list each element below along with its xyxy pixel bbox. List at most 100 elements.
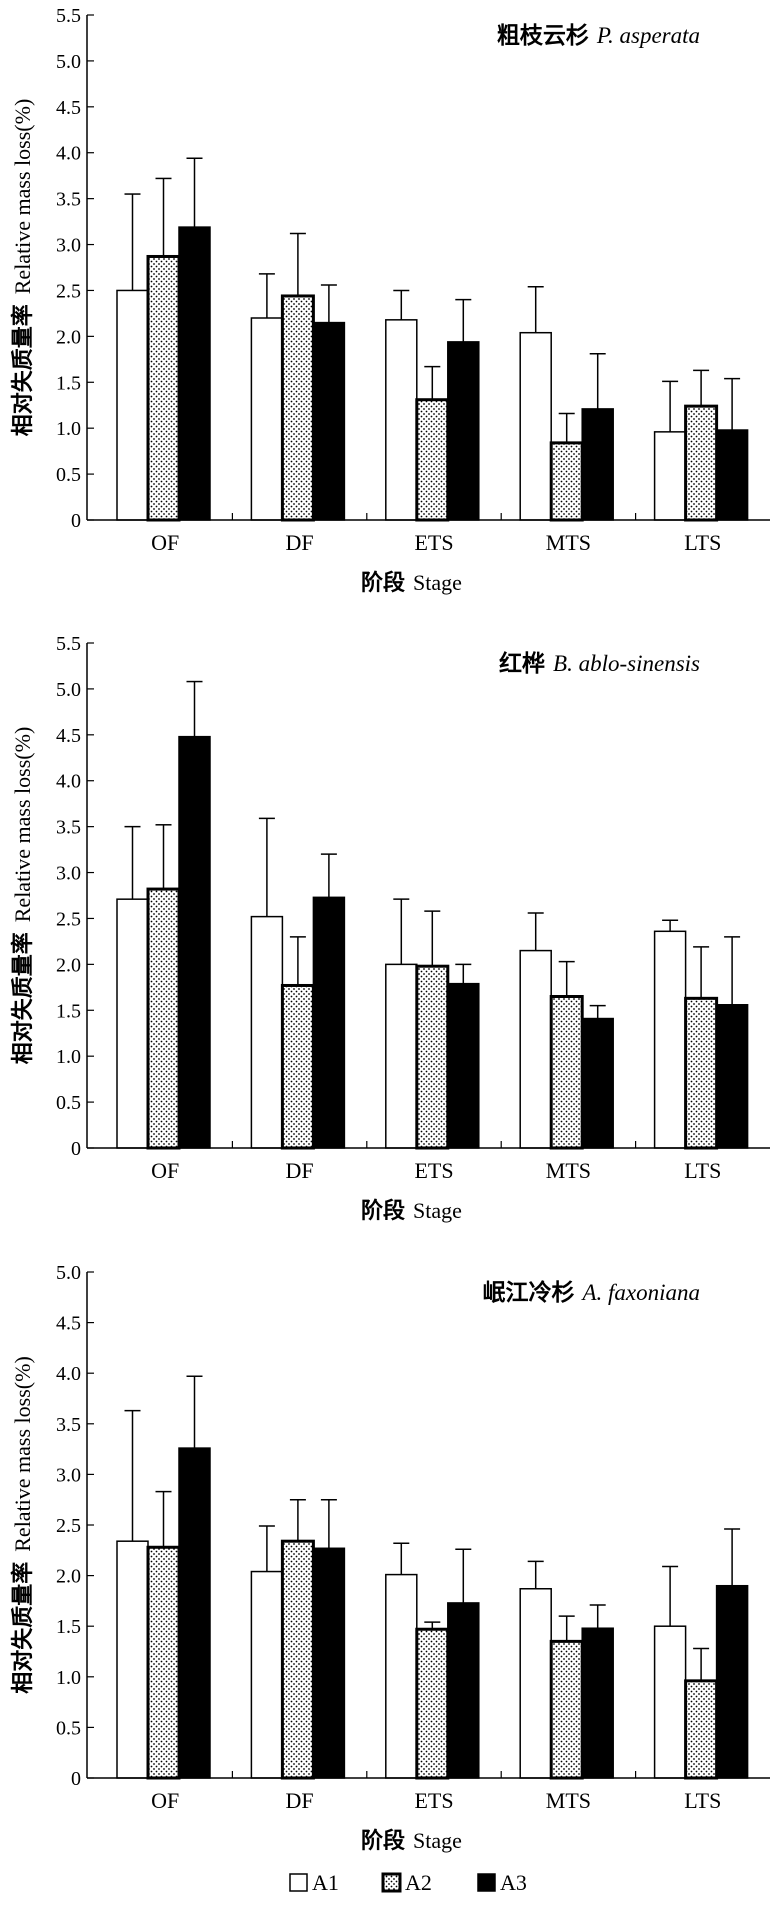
chart-panel-2: 0 0.5 1.0 1.5 2.0 2.5 3.0 3.5 4.0 4.5 5.0 5.5 OF DF ET… (10, 633, 770, 1224)
x-axis-label-cn: 阶段 (361, 1828, 405, 1854)
bar-a2-lts (684, 996, 719, 1150)
x-tick-label: LTS (684, 1158, 721, 1183)
bar-a2-df (280, 294, 315, 522)
x-axis-label-en: Stage (413, 1828, 462, 1853)
bar-a2-ets (415, 964, 450, 1150)
x-tick-label: DF (286, 530, 314, 555)
y-tick-label: 5.0 (56, 1262, 81, 1284)
bar-a2-df (280, 983, 315, 1150)
y-tick-label: 3.5 (56, 817, 81, 839)
y-tick-label: 0.5 (56, 1717, 81, 1739)
y-tick-label: 4.5 (56, 97, 81, 119)
legend-label-a1: A1 (312, 1870, 339, 1895)
bar-a1-ets (385, 319, 418, 521)
bar-a3-df (312, 896, 346, 1149)
bar-a1-ets (385, 963, 418, 1149)
bar-a1-lts (653, 431, 687, 521)
chart-panel-3: 0 0.5 1.0 1.5 2.0 2.5 3.0 3.5 4.0 4.5 5.0 OF DF ETS MT… (10, 1262, 770, 1854)
y-axis-label-cn: 相对失质量率 (10, 304, 36, 436)
bar-a1-df (250, 317, 284, 521)
bar-a2-lts (684, 1679, 719, 1780)
y-tick-label: 0 (71, 1768, 81, 1790)
bar-a3-ets (447, 1602, 480, 1779)
bar-a1-of (116, 1540, 149, 1779)
y-tick-label: 1.0 (56, 1046, 81, 1068)
x-axis-label-en: Stage (413, 1198, 462, 1223)
bar-a2-ets (415, 1627, 450, 1780)
bar-a1-mts (519, 1588, 552, 1779)
legend-swatch-a3 (477, 1873, 496, 1892)
chart-panel-1: 0 0.5 1.0 1.5 2.0 2.5 3.0 3.5 4.0 4.5 5.0 5.5 OF DF ET… (10, 5, 770, 596)
y-axis-label-en: Relative mass loss(%) (10, 727, 35, 923)
y-tick-label: 4.0 (56, 771, 81, 793)
x-tick-label: MTS (546, 530, 591, 555)
y-tick-label: 0.5 (56, 1092, 81, 1114)
x-tick-label: DF (286, 1788, 314, 1813)
bar-a3-lts (715, 1584, 749, 1779)
bar-a2-mts (549, 441, 584, 522)
bar-a1-mts (519, 331, 552, 521)
y-tick-label: 2.5 (56, 280, 81, 302)
y-tick-label: 0 (71, 1138, 81, 1160)
chart-title-cn: 岷江冷杉 (482, 1279, 574, 1306)
legend: A1 A2 A3 (289, 1870, 527, 1895)
bar-a3-lts (715, 1004, 749, 1149)
y-tick-label: 0 (71, 510, 81, 532)
x-tick-label: ETS (414, 530, 453, 555)
legend-label-a3: A3 (500, 1870, 527, 1895)
y-tick-label: 1.5 (56, 1000, 81, 1022)
y-axis-label-cn: 相对失质量率 (10, 1562, 36, 1694)
chart-title: 岷江冷杉 A. faxoniana (482, 1279, 700, 1306)
bar-a3-ets (447, 341, 480, 521)
legend-swatch-a1 (289, 1873, 308, 1892)
x-tick-label: MTS (546, 1158, 591, 1183)
bar-a1-mts (519, 949, 552, 1149)
y-tick-label: 3.5 (56, 1414, 81, 1436)
chart-title: 粗枝云杉 P. asperata (497, 22, 700, 49)
chart-title-cn: 红桦 (499, 650, 545, 677)
chart-title-latin: B. ablo-sinensis (553, 651, 700, 676)
y-tick-label: 4.0 (56, 1363, 81, 1385)
y-tick-label: 3.0 (56, 235, 81, 257)
bar-a2-ets (415, 398, 450, 522)
y-tick-label: 1.0 (56, 418, 81, 440)
bar-a3-of (178, 735, 211, 1149)
chart-title: 红桦 B. ablo-sinensis (499, 650, 700, 677)
x-tick-label: DF (286, 1158, 314, 1183)
bar-a1-lts (653, 1625, 687, 1779)
x-axis-label-cn: 阶段 (361, 570, 405, 596)
y-tick-label: 1.5 (56, 372, 81, 394)
y-tick-label: 2.5 (56, 908, 81, 930)
y-tick-label: 4.5 (56, 1313, 81, 1335)
bar-a3-ets (447, 982, 480, 1149)
bar-a2-df (280, 1539, 315, 1780)
x-tick-label: OF (151, 1158, 179, 1183)
bar-a2-mts (549, 1639, 584, 1780)
bar-a2-of (146, 254, 181, 522)
y-axis-label: 相对失质量率 Relative mass loss(%) (10, 99, 36, 437)
y-tick-label: 1.0 (56, 1667, 81, 1689)
y-tick-label: 3.5 (56, 189, 81, 211)
bar-a2-of (146, 887, 181, 1150)
bar-a2-lts (684, 404, 719, 522)
bar-a3-mts (581, 1627, 614, 1779)
y-tick-label: 5.0 (56, 51, 81, 73)
y-tick-label: 5.5 (56, 633, 81, 655)
y-tick-label: 2.5 (56, 1515, 81, 1537)
y-tick-label: 1.5 (56, 1616, 81, 1638)
chart-title-cn: 粗枝云杉 (497, 22, 589, 49)
bar-a3-of (178, 226, 211, 521)
y-tick-label: 5.5 (56, 5, 81, 27)
y-axis-label: 相对失质量率 Relative mass loss(%) (10, 1356, 36, 1694)
y-tick-label: 3.0 (56, 1464, 81, 1486)
x-axis-label-cn: 阶段 (361, 1198, 405, 1224)
x-tick-label: ETS (414, 1788, 453, 1813)
bar-a3-mts (581, 408, 614, 521)
bar-a3-mts (581, 1017, 614, 1149)
x-tick-label: ETS (414, 1158, 453, 1183)
bar-a3-of (178, 1447, 211, 1779)
y-axis-label-cn: 相对失质量率 (10, 932, 36, 1064)
y-axis-label-en: Relative mass loss(%) (10, 1356, 35, 1552)
bar-a3-df (312, 1547, 346, 1779)
bar-a2-of (146, 1545, 181, 1780)
